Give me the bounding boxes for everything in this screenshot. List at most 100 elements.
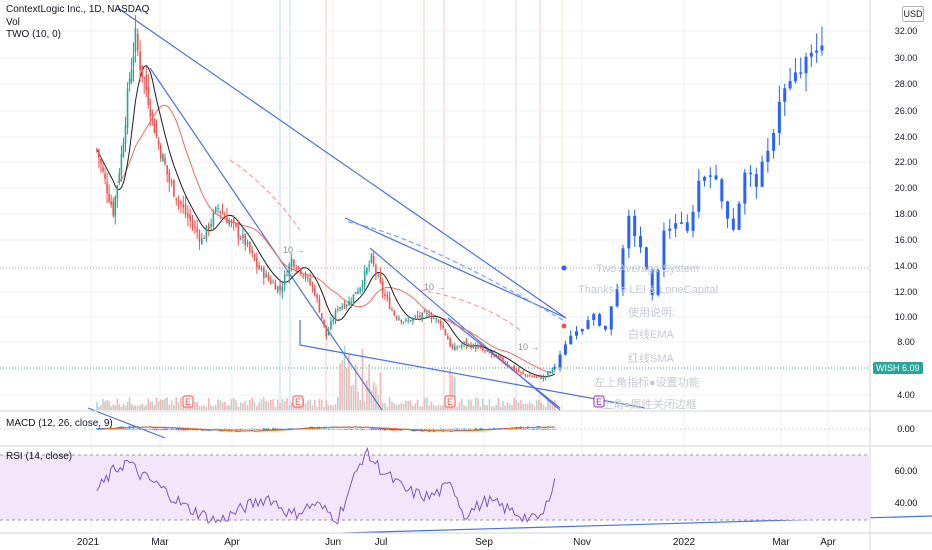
volume-bar [98, 406, 100, 410]
candle-body [153, 119, 156, 134]
candle-body [409, 320, 412, 322]
macd-histogram-bar [313, 428, 316, 430]
volume-bar [504, 405, 507, 410]
target-marker-red[interactable] [561, 323, 567, 329]
volume-bar [348, 353, 350, 410]
macd-histogram-bar [187, 429, 189, 431]
candle-body [198, 233, 201, 242]
rsi-legend[interactable]: RSI (14, close) [6, 451, 72, 462]
volume-bar [506, 402, 509, 410]
macd-histogram-bar [486, 428, 489, 430]
projection-body [703, 176, 707, 181]
projection-body [809, 52, 813, 57]
projection-body [697, 180, 701, 212]
projection-body [650, 269, 654, 296]
volume-bar [232, 397, 235, 410]
macd-histogram-bar [535, 428, 538, 430]
volume-bar [442, 405, 444, 410]
candle-body [444, 329, 447, 335]
volume-bar [470, 400, 472, 410]
macd-axis-label: 0.00 [897, 424, 915, 434]
candle-body [249, 241, 251, 252]
horizontal-gridlines [0, 30, 870, 396]
time-axis[interactable]: 2021 Mar Apr Jun Jul Sep Nov 2022 Mar Ap… [77, 537, 837, 548]
earnings-markers[interactable]: E E E E [182, 395, 605, 408]
projection-body [754, 174, 758, 187]
volume-bar [405, 400, 407, 410]
volume-bar [540, 402, 542, 410]
volume-bar [162, 399, 164, 410]
volume-bar [430, 401, 433, 410]
volume-bar [228, 405, 231, 410]
volume-bar [330, 404, 332, 410]
candle-body [100, 158, 102, 164]
candle-body [124, 125, 127, 144]
price-axis-label: 32.00 [895, 26, 918, 36]
volume-bar [377, 395, 379, 410]
volume-bar [368, 363, 370, 410]
candle-body [182, 204, 185, 208]
currency-label: USD [903, 9, 923, 19]
candle-body [470, 344, 472, 349]
volume-bar [311, 405, 314, 410]
volume-bar [118, 404, 121, 410]
volume-bar [497, 397, 500, 410]
macd-histogram-bar [226, 429, 228, 430]
candle-body [398, 318, 400, 320]
candle-body [187, 213, 189, 218]
volume-bar [143, 406, 146, 410]
macd-histogram-bar [440, 428, 442, 430]
volume-bar [320, 399, 323, 410]
macd-histogram-bar [155, 429, 158, 431]
projection-body [656, 269, 660, 296]
candle-body [159, 145, 162, 159]
candle-body [381, 281, 384, 294]
macd-legend[interactable]: MACD (12, 26, close, 9) [6, 418, 113, 429]
macd-histogram-bar [426, 428, 428, 430]
volume-bar [400, 402, 403, 410]
macd-histogram-bar [168, 428, 171, 430]
main-legend[interactable]: ContextLogic Inc., 1D, NASDAQ [6, 4, 149, 15]
candle-body [460, 344, 463, 347]
two-legend[interactable]: TWO (10, 0) [6, 29, 61, 40]
volume-bar [511, 405, 513, 410]
volume-bar [542, 404, 545, 410]
dashed-forecast-lines [229, 159, 567, 331]
vol-legend[interactable]: Vol [6, 17, 20, 28]
candle-body [348, 300, 350, 306]
price-axis[interactable]: 32.00 30.00 28.00 26.00 24.00 22.00 20.00 18.00… [895, 26, 918, 400]
volume-bar [370, 390, 373, 410]
projection-body [777, 101, 781, 133]
macd-histogram-bar [182, 429, 185, 431]
macd-histogram-bar [166, 429, 168, 431]
volume-bar [207, 398, 210, 410]
time-label-nov: Nov [573, 537, 591, 548]
volume-bar [239, 402, 242, 410]
volume-bar [490, 406, 493, 410]
macd-histogram-bar [262, 428, 265, 430]
macd-histogram-bar [147, 429, 150, 430]
currency-button[interactable]: USD [902, 6, 924, 22]
target-marker-blue[interactable] [561, 265, 567, 271]
macd-histogram-bar [520, 427, 522, 430]
macd-histogram-bar [544, 429, 547, 431]
candle-body [235, 222, 237, 227]
volume-bar [145, 405, 148, 410]
candle-body [242, 234, 244, 239]
series-title: ContextLogic Inc., 1D, NASDAQ [6, 4, 150, 15]
volume-bar [267, 402, 270, 410]
macd-histogram-bar [276, 428, 279, 430]
macd-histogram-bar [553, 429, 556, 430]
candles [96, 15, 556, 382]
candle-body [281, 286, 284, 293]
volume-bar [116, 398, 119, 410]
volume-bar [529, 402, 531, 410]
candle-body [228, 220, 231, 225]
candle-body [145, 75, 148, 90]
candle-body [212, 212, 215, 227]
macd-histogram-bar [341, 428, 344, 430]
volume-bar [272, 399, 274, 410]
volume-bar [198, 406, 201, 410]
candle-body [407, 320, 410, 322]
